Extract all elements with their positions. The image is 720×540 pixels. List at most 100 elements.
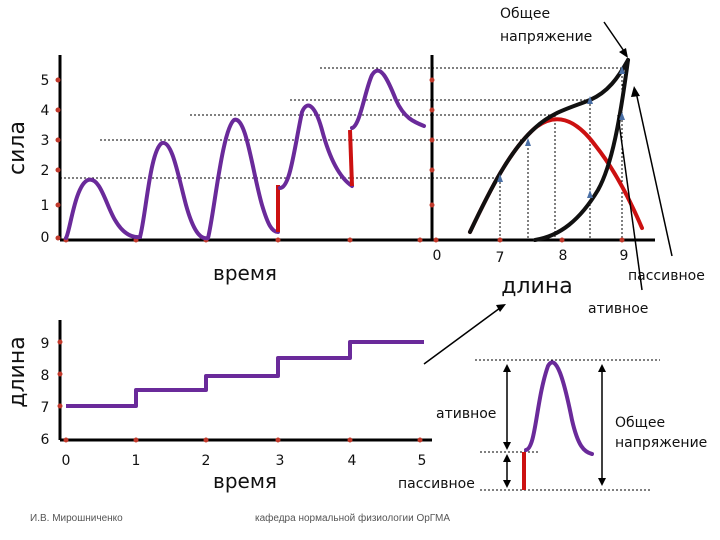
arrow-tip [587,190,593,198]
tick-label: 4 [41,103,50,119]
pointer-arrowhead [619,48,628,58]
arrow-tip [587,96,593,104]
tick-dot [347,237,353,243]
arrowhead [503,442,511,450]
force-axis-label: сила [5,121,30,175]
total-tension-label-line2: напряжение [500,29,592,45]
pointer-line [635,91,673,257]
tick-label: 9 [41,336,50,352]
tick-dot [619,237,625,243]
force-guides [60,67,432,179]
active-label: ативное [588,301,648,317]
tick-label: 7 [41,400,50,416]
arrow-tip [525,138,531,146]
arrowhead [503,480,511,488]
pointer-line [603,21,627,55]
tick-label: 3 [41,133,50,149]
tick-dot [429,167,435,173]
force-y-tick-labels: 5 4 3 2 1 0 [41,73,50,246]
tick-dot [275,237,281,243]
tetanus-trace [278,103,354,190]
tick-dot [559,237,565,243]
time-axis-label: время [213,261,277,285]
arrow-tip-markers [497,66,625,198]
twitch-trace [138,141,210,241]
tick-dot [133,437,139,443]
length-axis-label-bottom: длина [5,336,30,407]
tick-dot [55,77,61,83]
passive-label: пассивное [628,268,705,284]
author-footer: И.В. Мирошниченко [30,513,123,524]
red-step-marker [348,129,354,187]
length-x-tick-labels: 0 7 8 9 [433,248,629,266]
tick-dot [55,202,61,208]
length-y-tick-labels: 6 7 8 9 [41,336,50,448]
length-axis-label: длина [501,274,572,299]
tick-dot [429,77,435,83]
tick-dot [417,237,423,243]
arrow-tip [497,174,503,182]
tick-dot [57,371,63,377]
tick-label: 9 [620,248,629,264]
force-length-plot: 0 7 8 9 длина Общее напряжение пассивное [429,6,705,317]
arrowhead [503,454,511,462]
twitch-trace [206,117,280,240]
tick-label: 1 [132,453,141,469]
active-box-label: ативное [436,406,496,422]
time-x-tick-labels-bottom: 0 1 2 3 4 5 [62,453,427,469]
total-tension-curve [468,58,630,234]
pointer-line [423,307,501,365]
arrow-tip [619,112,625,120]
tick-label: 4 [348,453,357,469]
pointer-line [617,114,643,291]
passive-box-label: пассивное [398,476,475,492]
tick-label: 7 [496,250,505,266]
length-time-plot: 6 7 8 9 0 1 2 3 4 5 длина время [5,304,506,493]
tick-dot [55,235,61,241]
tick-dot [203,437,209,443]
tick-label: 0 [433,248,442,264]
tick-label: 8 [559,248,568,264]
total-box-label-line2: напряжение [615,435,707,451]
tick-dot [63,437,69,443]
tick-dot [429,107,435,113]
tick-dot [55,137,61,143]
tick-dot [57,403,63,409]
total-box-label-line1: Общее [615,415,665,431]
arrow-tip [619,66,625,74]
tick-dot [347,437,353,443]
tension-components-schema: ативное пассивное Общее напряжение [398,359,707,492]
tick-dot [275,437,281,443]
arrowhead [598,364,606,372]
tick-label: 0 [41,230,50,246]
arrowhead [598,478,606,486]
tick-dot [57,339,63,345]
schema-guides [475,359,660,491]
tick-dot [429,202,435,208]
tick-label: 0 [62,453,71,469]
tick-dot [55,167,61,173]
tick-label: 5 [41,73,50,89]
tick-label: 6 [41,432,50,448]
tick-dot [55,107,61,113]
tick-dot [429,137,435,143]
tick-label: 8 [41,368,50,384]
tick-dot [433,237,439,243]
length-guides [432,67,628,240]
tick-dot [497,237,503,243]
pointer-arrowhead [496,304,506,312]
double-arrow-heads [503,364,606,488]
passive-tension-curve [533,58,630,242]
bottom-tick-dots [57,339,423,443]
tick-label: 5 [418,453,427,469]
double-arrows [506,366,603,486]
active-twitch-trace [524,360,594,456]
tick-label: 2 [202,453,211,469]
force-time-plot: 5 4 3 2 1 0 сила время [5,55,432,285]
tetanus-trace [350,68,426,130]
total-tension-label-line1: Общее [500,6,550,22]
tick-label: 2 [41,163,50,179]
time-axis-label-bottom: время [213,469,277,493]
